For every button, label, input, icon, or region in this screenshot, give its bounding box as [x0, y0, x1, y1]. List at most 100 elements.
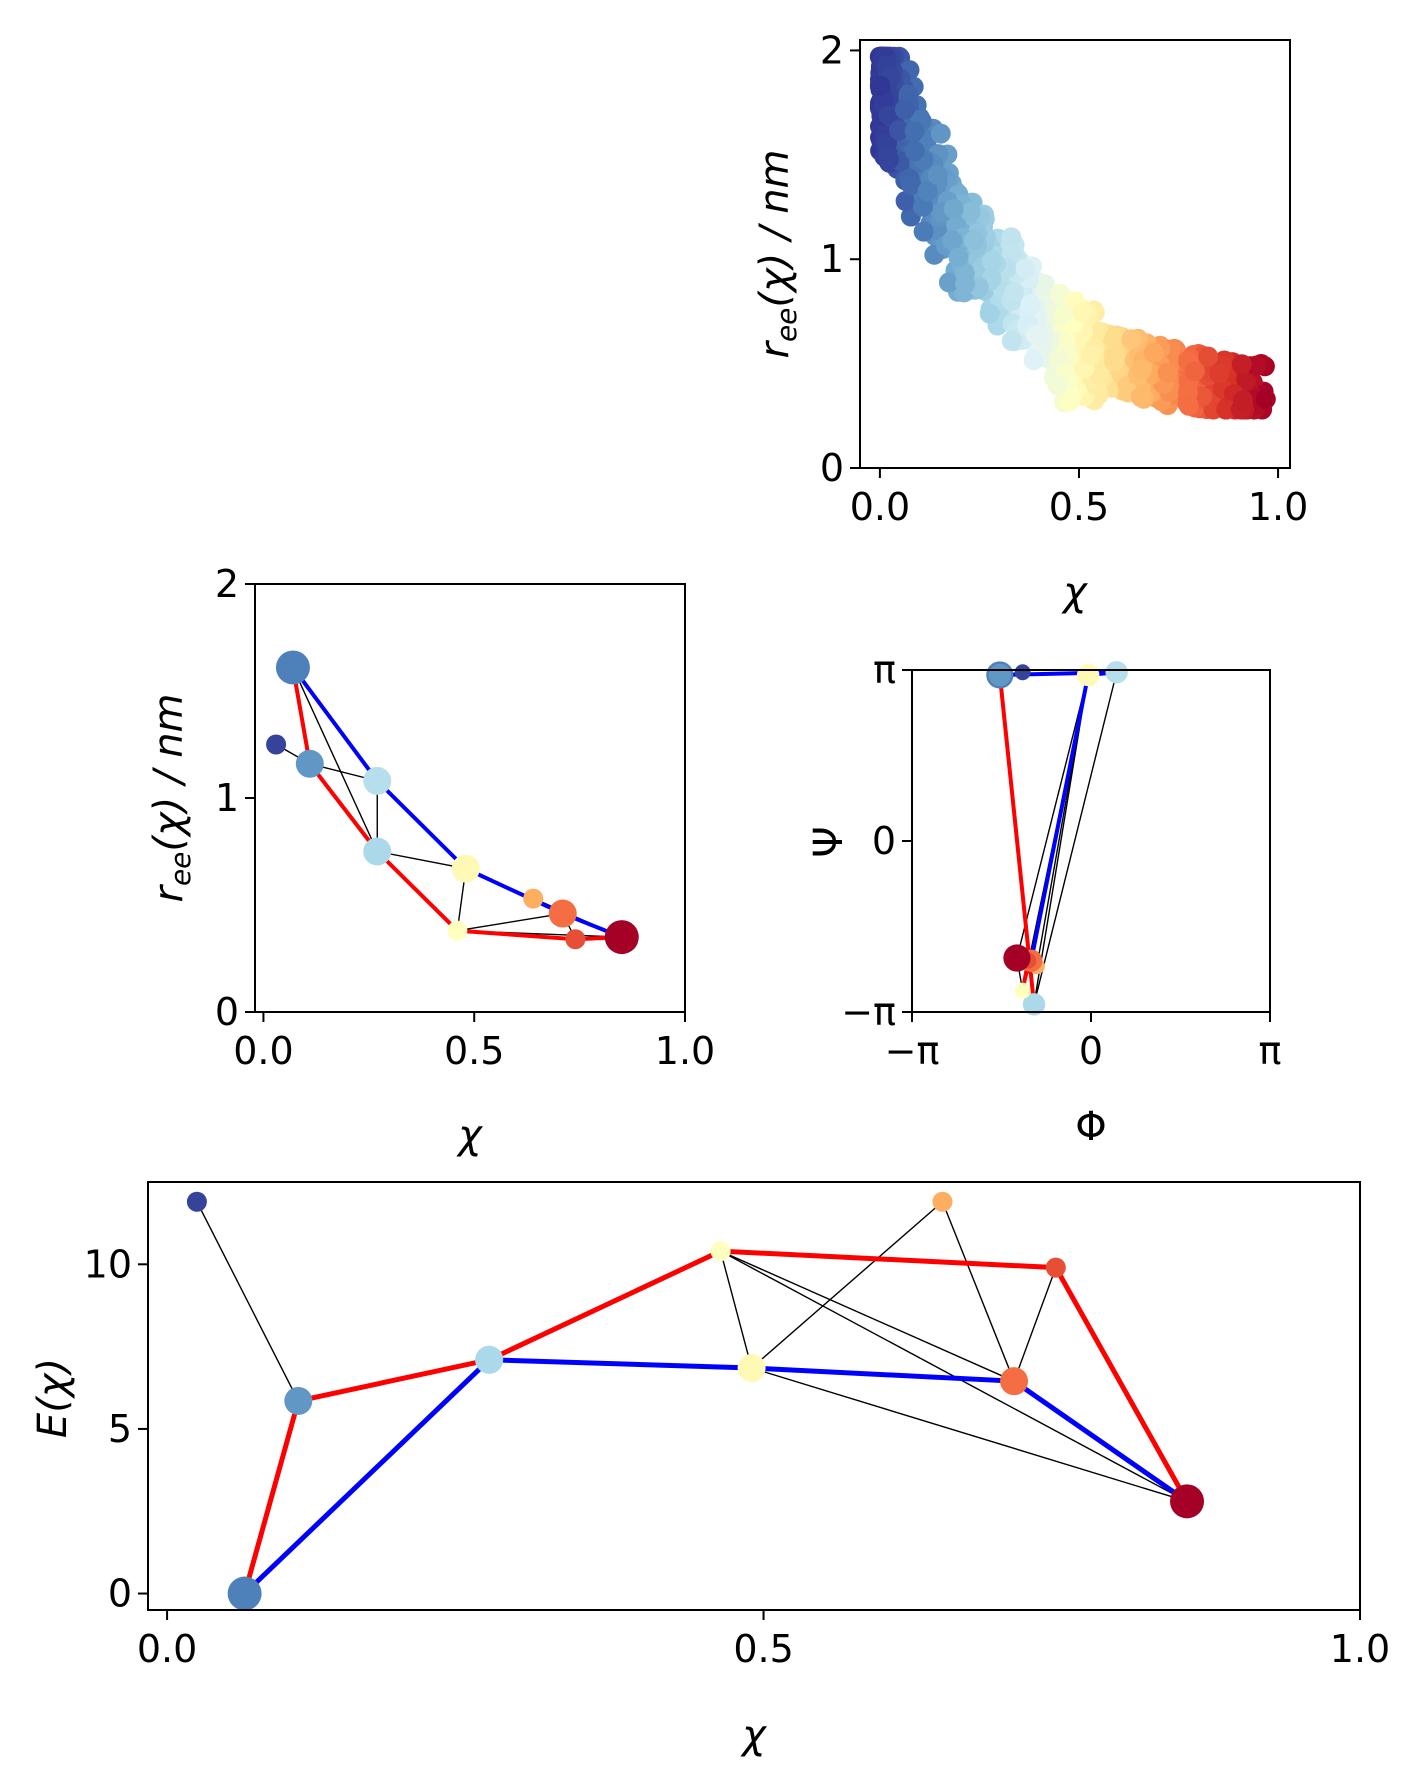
network-ree-panel: 0.0 0.5 1.0 0 1 2 χ ree(χ) / nm	[146, 562, 715, 1158]
x-tick-label: 1.0	[655, 1029, 715, 1073]
network-edge	[196, 1201, 299, 1402]
y-tick-label: 1	[820, 237, 844, 281]
y-ticks: 0 5 10	[84, 1242, 148, 1616]
network-node	[1022, 993, 1046, 1016]
scatter-point	[930, 123, 951, 144]
scatter-point	[1246, 355, 1267, 376]
scatter-point	[895, 191, 916, 211]
x-tick-label: −π	[885, 1029, 940, 1073]
y-ticks: 0 1 2	[820, 28, 860, 490]
y-tick-label: 2	[215, 562, 239, 606]
network-edge	[377, 850, 466, 870]
scatter-point	[981, 250, 1002, 271]
x-ticks: −π 0 π	[885, 1012, 1281, 1073]
scatter-point	[1023, 350, 1044, 371]
high-pathway-line	[999, 670, 1117, 964]
scatter-point	[1001, 330, 1022, 351]
network-node	[266, 734, 287, 755]
scatter-point	[1034, 274, 1055, 295]
scatter-point	[894, 99, 915, 120]
scatter-point	[1184, 361, 1205, 382]
x-tick-label: 0.0	[850, 485, 910, 529]
axes-frame	[859, 39, 1291, 469]
network-edge	[457, 912, 563, 932]
scatter-point	[1104, 346, 1125, 367]
scatter-point	[904, 121, 925, 142]
scatter-point	[913, 196, 933, 217]
network-node	[1014, 664, 1031, 681]
network-node	[1105, 661, 1128, 684]
x-tick-label: 0.5	[444, 1029, 504, 1073]
x-ticks: 0.0 0.5 1.0	[850, 468, 1308, 529]
network-node	[295, 749, 324, 778]
x-axis-label: χ	[740, 1712, 767, 1758]
y-ticks: 0 1 2	[215, 562, 255, 1034]
scatter-point	[1131, 359, 1152, 380]
network-node	[523, 888, 544, 909]
axes-frame	[147, 1181, 1361, 1611]
network-node	[710, 1241, 731, 1262]
scatter-point	[943, 198, 964, 219]
scatter-point	[913, 221, 934, 242]
y-tick-label: 5	[108, 1407, 132, 1451]
network-edge	[751, 1201, 943, 1369]
scatter-point	[960, 202, 981, 223]
network-edge	[719, 1250, 753, 1369]
network-edge	[1033, 672, 1118, 1005]
scatter-points	[869, 46, 1276, 420]
y-axis-label: E(χ)	[30, 1358, 76, 1438]
scatter-point	[1198, 346, 1219, 367]
x-tick-label: 0.5	[1049, 485, 1109, 529]
scatter-point	[1209, 363, 1230, 384]
network-edge	[1013, 1267, 1057, 1382]
high-pathway-line	[291, 666, 623, 939]
scatter-point	[878, 105, 899, 126]
network-node	[275, 650, 310, 685]
x-tick-label: 1.0	[1330, 1627, 1390, 1671]
y-tick-label: 0	[108, 1572, 132, 1616]
y-ticks: −π 0 π	[841, 648, 912, 1034]
scatter-point	[1143, 342, 1164, 363]
network-edges	[275, 667, 623, 940]
x-tick-label: 1.0	[1248, 485, 1308, 529]
y-tick-label: π	[873, 648, 896, 692]
network-node	[565, 929, 586, 950]
scatter-point	[1027, 324, 1048, 345]
y-tick-label: 0	[820, 446, 844, 490]
network-node	[988, 663, 1012, 687]
network-node	[447, 920, 468, 941]
scatter-point	[1015, 258, 1036, 279]
x-tick-label: 0	[1079, 1029, 1103, 1073]
network-node	[932, 1191, 953, 1212]
network-node	[1000, 1367, 1029, 1396]
scatter-point	[1121, 329, 1142, 350]
scatter-point	[888, 120, 909, 141]
scatter-point	[942, 230, 963, 251]
scatter-point	[1001, 227, 1022, 248]
scatter-point	[1235, 371, 1256, 392]
network-node	[475, 1345, 504, 1374]
scatter-point	[1088, 321, 1109, 342]
scatter-point	[1255, 389, 1276, 410]
scatter-point	[1216, 399, 1237, 420]
network-edge	[751, 1367, 1188, 1503]
scatter-point	[927, 165, 948, 186]
scatter-point	[870, 75, 891, 96]
network-edge	[720, 1250, 1015, 1382]
y-tick-label: 2	[820, 28, 844, 72]
network-edge	[1016, 674, 1089, 959]
scatter-point	[979, 303, 1000, 324]
axes-frame	[911, 669, 1271, 1013]
network-node	[737, 1354, 766, 1383]
network-node	[1076, 663, 1100, 687]
scatter-point	[917, 181, 938, 202]
scatter-point	[1048, 348, 1069, 369]
network-node	[1003, 944, 1031, 972]
y-axis-label: ree(χ) / nm	[752, 149, 803, 358]
high-pathway-line	[242, 1357, 1189, 1596]
x-tick-label: 0.0	[233, 1029, 293, 1073]
x-ticks: 0.0 0.5 1.0	[233, 1012, 715, 1073]
scatter-panel: 0.0 0.5 1.0 0 1 2 χ ree(χ) / nm	[752, 28, 1308, 615]
x-tick-label: 0.0	[137, 1627, 197, 1671]
scatter-point	[1020, 294, 1041, 315]
